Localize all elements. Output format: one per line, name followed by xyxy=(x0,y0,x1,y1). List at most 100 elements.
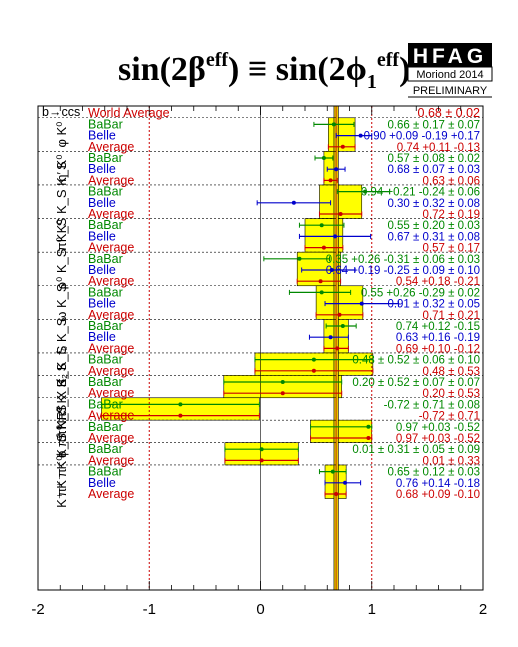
x-tick-label: -1 xyxy=(143,601,156,618)
row-value: 0.63 ± 0.06 xyxy=(423,175,480,187)
row-value: 0.57 ± 0.17 xyxy=(423,243,480,255)
row-label: BaBar xyxy=(88,442,123,456)
row-label: Average xyxy=(88,364,134,378)
row-value: 0.66 ± 0.17 ± 0.07 xyxy=(387,119,480,131)
data-point xyxy=(328,178,333,183)
row-value: 0.48 ± 0.53 xyxy=(423,366,480,378)
row-label: Belle xyxy=(88,229,116,243)
x-tick-label: 1 xyxy=(368,601,376,618)
mode-label: φ K⁰ xyxy=(54,122,69,148)
row-label: Belle xyxy=(88,476,116,490)
row-label: BaBar xyxy=(88,319,123,333)
data-point xyxy=(321,156,326,160)
mode-label: f_X K_S xyxy=(54,362,69,410)
row-label: Average xyxy=(88,453,134,467)
row-label: BaBar xyxy=(88,151,123,165)
row-label: Belle xyxy=(88,330,116,344)
row-value: 0.68 +0.09 -0.10 xyxy=(396,489,480,501)
data-point xyxy=(291,200,296,205)
row-label: BaBar xyxy=(88,185,123,199)
hfag-subtitle: Moriond 2014 xyxy=(416,69,483,81)
row-label: BaBar xyxy=(88,285,123,299)
data-point xyxy=(259,458,264,463)
row-label: Average xyxy=(88,173,134,187)
row-value: 0.01 ± 0.31 ± 0.05 ± 0.09 xyxy=(352,444,480,456)
row-value: 0.20 ± 0.52 ± 0.07 ± 0.07 xyxy=(352,377,480,389)
data-point xyxy=(330,469,335,474)
row-value: 0.72 ± 0.19 xyxy=(423,209,480,221)
data-point xyxy=(259,447,264,452)
row-label: Average xyxy=(88,207,134,221)
row-label: BaBar xyxy=(88,353,123,367)
row-value: 0.65 ± 0.12 ± 0.03 xyxy=(387,467,480,479)
hfag-logo-text: HFAG xyxy=(413,45,487,68)
row-value: 0.64 +0.19 -0.25 ± 0.09 ± 0.10 xyxy=(326,265,480,277)
chart-title: sin(2βeff) ≡ sin(2ϕ1eff) xyxy=(118,49,410,93)
row-label: Average xyxy=(88,409,134,423)
row-value: 0.35 +0.26 -0.31 ± 0.06 ± 0.03 xyxy=(326,254,480,266)
row-value: 0.48 ± 0.52 ± 0.06 ± 0.10 xyxy=(352,355,480,367)
data-point xyxy=(178,402,183,407)
data-point xyxy=(363,189,368,194)
data-point xyxy=(343,480,348,485)
data-point xyxy=(340,144,345,149)
row-label: BaBar xyxy=(88,218,123,232)
mode-label: η′ K⁰ xyxy=(54,155,69,182)
mode-label: K_S K_S K_S xyxy=(54,161,69,242)
data-point xyxy=(331,122,336,127)
row-value: 0.71 ± 0.21 xyxy=(423,310,480,322)
row-value: 0.90 +0.09 -0.19 +0.17 xyxy=(364,131,480,143)
data-point xyxy=(337,312,342,317)
data-point xyxy=(334,167,339,172)
row-label: Belle xyxy=(88,196,116,210)
row-value: 0.67 ± 0.31 ± 0.08 xyxy=(387,231,480,243)
row-value: 0.68 ± 0.07 ± 0.03 xyxy=(387,164,480,176)
mode-label: π⁺ π⁻ K_S NR xyxy=(54,411,69,497)
mode-label: f₀ K_S xyxy=(54,317,69,355)
header-label: b→ccs xyxy=(42,105,80,119)
row-label: Average xyxy=(88,308,134,322)
row-value: -0.72 ± 0.71 xyxy=(419,411,480,423)
row-label: Average xyxy=(88,140,134,154)
row-label: Belle xyxy=(88,297,116,311)
row-label: BaBar xyxy=(88,252,123,266)
mode-label: f₂ K_S xyxy=(54,345,69,382)
data-point xyxy=(318,279,323,284)
data-point xyxy=(297,256,302,261)
data-point xyxy=(366,424,371,429)
data-point xyxy=(311,368,316,373)
row-value: 0.63 +0.16 -0.19 xyxy=(396,332,480,344)
row-label: BaBar xyxy=(88,465,123,479)
row-value: 0.76 +0.14 -0.18 xyxy=(396,478,480,490)
world-average-value: 0.68 ± 0.02 xyxy=(418,106,481,120)
row-label: BaBar xyxy=(88,397,123,411)
row-value: 0.94 +0.21 -0.24 ± 0.06 xyxy=(361,187,480,199)
row-label: Average xyxy=(88,274,134,288)
row-value: 0.74 +0.11 -0.13 xyxy=(397,142,480,154)
row-value: 0.74 +0.12 -0.15 xyxy=(396,321,480,333)
average-band xyxy=(310,419,373,443)
row-label: BaBar xyxy=(88,375,123,389)
data-point xyxy=(319,223,324,228)
data-point xyxy=(329,268,334,272)
mode-label: π⁰ K⁰ xyxy=(54,220,69,252)
row-label: Average xyxy=(88,487,134,501)
data-point xyxy=(334,492,339,496)
mode-label: ϕ π⁰ K_S xyxy=(54,404,69,458)
grid-lines xyxy=(38,106,483,590)
mode-label: K⁺ K⁻ K⁰ xyxy=(54,456,69,508)
hfag-note: PRELIMINARY xyxy=(413,85,488,97)
mode-label: π⁰ π⁰ K_S xyxy=(54,379,69,439)
x-tick-label: 2 xyxy=(479,601,487,618)
data-point xyxy=(178,413,183,418)
row-value: 0.55 +0.26 -0.29 ± 0.02 xyxy=(361,287,480,299)
row-value: 0.91 ± 0.32 ± 0.05 xyxy=(387,299,480,311)
row-label: Average xyxy=(88,241,134,255)
row-label: Belle xyxy=(88,263,116,277)
data-point xyxy=(311,357,316,362)
row-value: 0.30 ± 0.32 ± 0.08 xyxy=(387,198,480,210)
row-label: Belle xyxy=(88,162,116,176)
